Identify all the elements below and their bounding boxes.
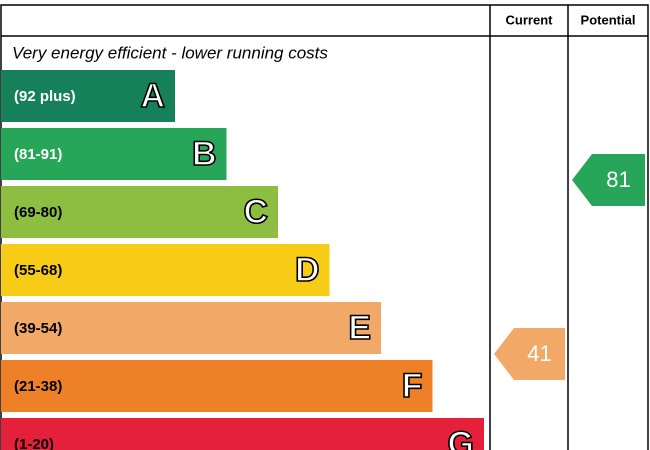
potential-arrow (572, 154, 645, 206)
band-range: (69-80) (14, 204, 62, 221)
band-letter: D (295, 251, 320, 289)
current-value: 41 (527, 341, 551, 366)
band-letter: C (243, 193, 268, 231)
band-bar (1, 186, 278, 238)
band-letter: A (140, 77, 165, 115)
band-range: (55-68) (14, 262, 62, 279)
subtitle: Very energy efficient - lower running co… (12, 43, 328, 62)
band-range: (1-20) (14, 436, 54, 450)
band-letter: G (448, 425, 474, 450)
band-bar (1, 302, 381, 354)
band-range: (81-91) (14, 146, 62, 163)
band-bar (1, 418, 484, 450)
band-range: (21-38) (14, 378, 62, 395)
band-bar (1, 70, 175, 122)
current-header: Current (506, 12, 554, 27)
current-arrow (494, 328, 565, 380)
potential-value: 81 (606, 167, 630, 192)
band-letter: F (402, 367, 423, 405)
band-bar (1, 128, 227, 180)
band-range: (39-54) (14, 320, 62, 337)
band-range: (92 plus) (14, 88, 76, 105)
band-letter: E (348, 309, 371, 347)
potential-header: Potential (581, 12, 636, 27)
band-bar (1, 244, 330, 296)
band-letter: B (192, 135, 217, 173)
band-bar (1, 360, 433, 412)
